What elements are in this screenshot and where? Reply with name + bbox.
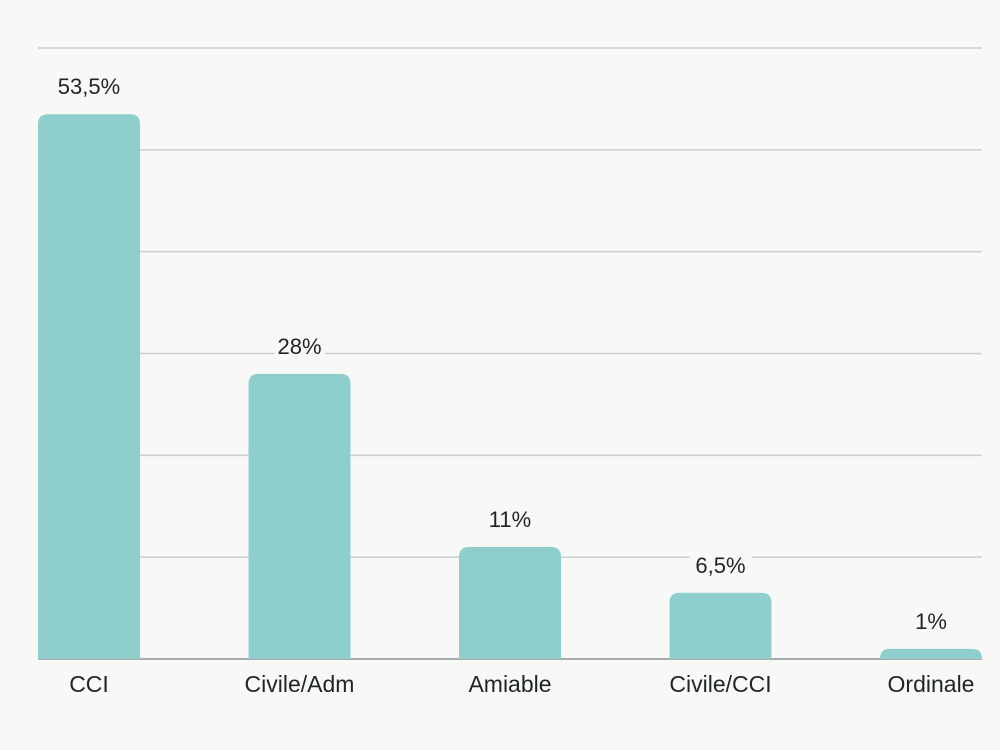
data-label-background xyxy=(274,333,325,362)
x-tick-label: CCI xyxy=(69,671,109,697)
bar-cci xyxy=(38,114,140,660)
bars xyxy=(38,114,982,660)
bar-civile-adm xyxy=(248,373,351,659)
gridlines xyxy=(38,47,982,660)
data-label-background xyxy=(912,608,950,637)
x-tick-label: Civile/CCI xyxy=(669,671,771,697)
x-axis-tick-labels: CCI Civile/Adm Amiable Civile/CCI Ordinale xyxy=(69,671,974,697)
data-label-background xyxy=(689,552,752,581)
data-label-background xyxy=(485,506,535,535)
data-label: 1% xyxy=(915,609,947,634)
bar-ordinale xyxy=(880,648,982,659)
bar-civile-cci xyxy=(669,592,772,659)
data-labels: 53,5% 28% 11% 6,5% 1% xyxy=(52,74,950,637)
data-label: 6,5% xyxy=(695,553,745,578)
data-label: 28% xyxy=(277,334,321,359)
data-label: 11% xyxy=(489,507,531,532)
data-label-background xyxy=(52,74,126,103)
x-tick-label: Civile/Adm xyxy=(245,671,355,697)
x-tick-label: Ordinale xyxy=(888,671,975,697)
x-tick-label: Amiable xyxy=(468,671,551,697)
data-label: 53,5% xyxy=(58,74,120,99)
bar-amiable xyxy=(459,546,561,659)
